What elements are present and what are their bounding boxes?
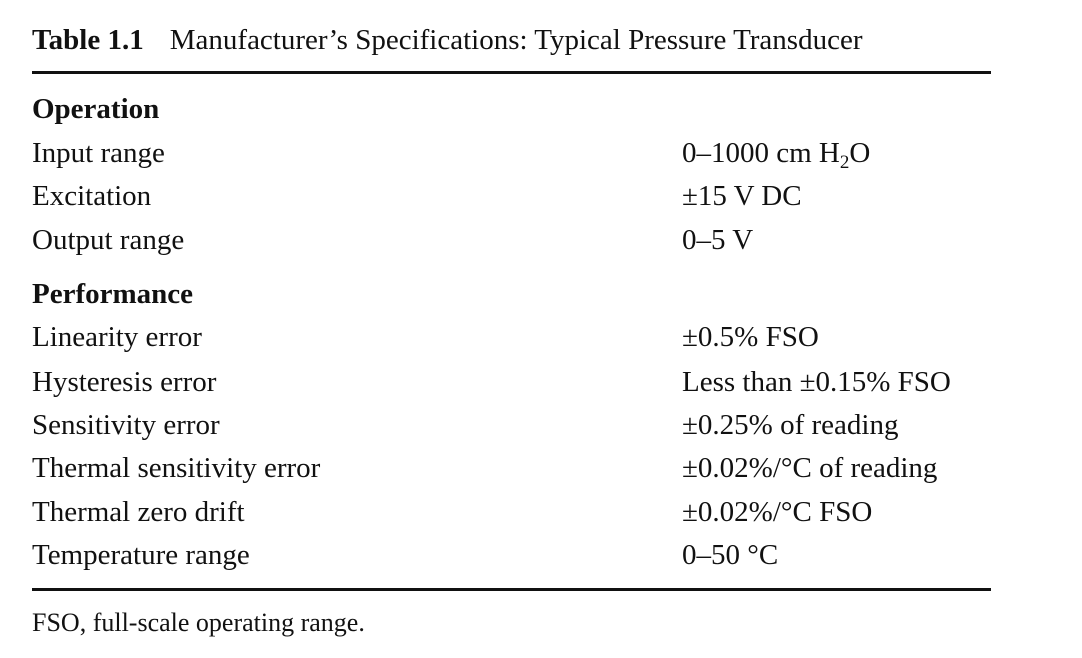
- param-value: 0–5 V: [682, 224, 754, 256]
- param-value: ±0.02%/°C of reading: [682, 452, 938, 484]
- param-value: 0–1000 cm H2O: [682, 133, 870, 173]
- param-label: Output range: [32, 224, 185, 256]
- param-value: ±0.25% of reading: [682, 409, 899, 441]
- table-row: Output range 0–5 V: [32, 220, 991, 260]
- top-rule: [32, 71, 991, 74]
- table-row: Thermal sensitivity error ±0.02%/°C of r…: [32, 448, 991, 488]
- table-caption: Table 1.1 Manufacturer’s Specifications: …: [32, 20, 862, 60]
- table-number: Table 1.1: [32, 24, 144, 56]
- table-footnote: FSO, full-scale operating range.: [32, 608, 365, 637]
- value-text: 0–1000 cm H: [682, 137, 840, 169]
- bottom-rule: [32, 588, 991, 591]
- param-label: Temperature range: [32, 539, 250, 571]
- param-label: Hysteresis error: [32, 366, 217, 398]
- param-value: Less than ±0.15% FSO: [682, 366, 951, 398]
- table-title: Manufacturer’s Specifications: Typical P…: [169, 24, 863, 56]
- param-label: Sensitivity error: [32, 409, 220, 441]
- value-text-suffix: O: [849, 137, 871, 169]
- section-heading-performance: Performance: [32, 278, 194, 310]
- param-value: ±0.02%/°C FSO: [682, 496, 873, 528]
- param-value: 0–50 °C: [682, 539, 779, 571]
- table-row: Input range 0–1000 cm H2O: [32, 133, 991, 173]
- param-label: Excitation: [32, 180, 152, 212]
- param-value: ±15 V DC: [682, 180, 802, 212]
- value-subscript: 2: [839, 152, 850, 173]
- section-heading-operation: Operation: [32, 93, 160, 125]
- param-label: Input range: [32, 137, 165, 169]
- param-label: Thermal zero drift: [32, 496, 245, 528]
- param-value: ±0.5% FSO: [682, 321, 819, 353]
- table-row: Sensitivity error ±0.25% of reading: [32, 405, 991, 445]
- param-label: Thermal sensitivity error: [32, 452, 321, 484]
- table-row: Excitation ±15 V DC: [32, 176, 991, 216]
- table-row: Temperature range 0–50 °C: [32, 535, 991, 575]
- param-label: Linearity error: [32, 321, 202, 353]
- table-row: Hysteresis error Less than ±0.15% FSO: [32, 362, 991, 402]
- table-row: Thermal zero drift ±0.02%/°C FSO: [32, 492, 991, 532]
- table-row: Linearity error ±0.5% FSO: [32, 317, 991, 357]
